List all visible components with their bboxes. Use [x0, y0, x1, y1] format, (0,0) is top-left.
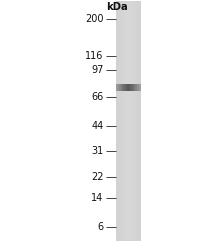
Bar — [137, 1, 138, 241]
Bar — [140, 1, 141, 241]
Bar — [131, 84, 132, 91]
Bar — [126, 1, 127, 241]
Bar — [127, 84, 128, 91]
Bar — [119, 84, 120, 91]
Bar — [130, 84, 131, 91]
Bar — [138, 84, 139, 91]
Bar — [136, 84, 137, 91]
Bar — [137, 84, 138, 91]
Bar — [138, 1, 139, 241]
Bar — [127, 1, 128, 241]
Bar — [123, 1, 124, 241]
Bar — [126, 84, 127, 91]
Bar — [128, 84, 129, 91]
Bar — [125, 1, 126, 241]
Text: 97: 97 — [91, 65, 104, 75]
Bar — [136, 1, 137, 241]
Text: 66: 66 — [91, 92, 104, 102]
Bar — [135, 1, 136, 241]
Bar — [130, 84, 131, 91]
Bar — [134, 84, 135, 91]
Bar — [133, 84, 134, 91]
Bar — [118, 84, 119, 91]
Bar — [125, 1, 126, 241]
Text: 6: 6 — [98, 222, 104, 233]
Text: kDa: kDa — [106, 2, 127, 12]
Bar — [121, 84, 122, 91]
Text: 200: 200 — [85, 14, 104, 24]
Bar — [127, 84, 128, 91]
Text: 44: 44 — [91, 121, 104, 131]
Bar — [139, 1, 140, 241]
Bar — [130, 1, 131, 241]
Bar — [118, 1, 119, 241]
Bar — [117, 1, 118, 241]
Bar — [121, 1, 122, 241]
Bar — [124, 1, 125, 241]
Bar — [139, 84, 140, 91]
Bar — [134, 1, 135, 241]
Bar — [120, 84, 121, 91]
Bar — [129, 84, 130, 91]
Text: 116: 116 — [85, 51, 104, 61]
Bar — [132, 84, 133, 91]
Bar — [133, 1, 134, 241]
Bar — [132, 84, 133, 91]
Text: 22: 22 — [91, 172, 104, 182]
Bar — [116, 1, 117, 241]
Bar — [117, 1, 118, 241]
Bar — [135, 84, 136, 91]
Bar — [128, 1, 129, 241]
Bar — [123, 1, 124, 241]
Bar — [129, 1, 130, 241]
Bar — [121, 1, 122, 241]
Bar — [135, 1, 136, 241]
Bar — [133, 84, 134, 91]
Bar — [138, 84, 139, 91]
Bar — [128, 1, 129, 241]
Text: 31: 31 — [91, 146, 104, 156]
Bar — [124, 84, 125, 91]
Bar — [119, 1, 120, 241]
Bar — [131, 1, 132, 241]
Bar — [126, 1, 127, 241]
Text: 14: 14 — [91, 193, 104, 203]
Bar — [140, 84, 141, 91]
Bar — [120, 1, 121, 241]
Bar — [117, 84, 118, 91]
Bar — [122, 84, 123, 91]
Bar — [125, 84, 126, 91]
Bar — [122, 84, 123, 91]
Bar — [131, 1, 132, 241]
Bar — [136, 1, 137, 241]
Bar — [123, 84, 124, 91]
Bar — [122, 1, 123, 241]
Bar — [116, 84, 117, 91]
Bar — [118, 1, 119, 241]
Bar — [135, 84, 136, 91]
Bar — [125, 84, 126, 91]
Bar — [130, 1, 131, 241]
Bar — [116, 1, 117, 241]
Bar — [137, 84, 138, 91]
Bar — [132, 1, 133, 241]
